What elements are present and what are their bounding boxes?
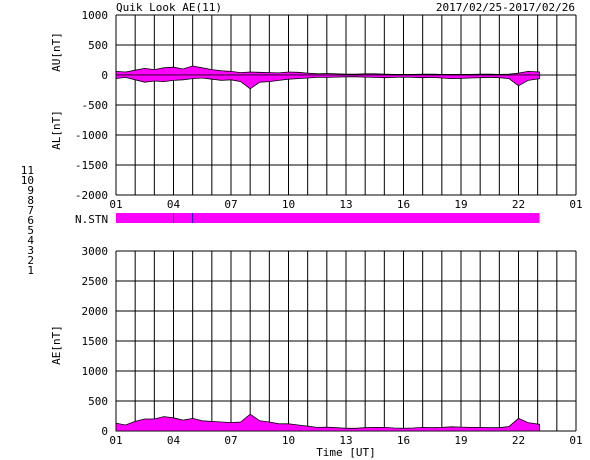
y-tick-label: 1000 bbox=[82, 9, 109, 22]
x-tick-label: 19 bbox=[454, 434, 467, 447]
station-number-label: 11 bbox=[21, 164, 34, 177]
data-area-series bbox=[115, 74, 540, 90]
nstn-label: N.STN bbox=[75, 213, 108, 226]
station-number-label: 6 bbox=[27, 214, 34, 227]
y-tick-label: 1000 bbox=[82, 365, 109, 378]
x-tick-label: 22 bbox=[512, 434, 525, 447]
x-tick-label: 10 bbox=[282, 198, 295, 211]
nstn-bar-fill bbox=[116, 213, 540, 223]
y-tick-label: 0 bbox=[101, 425, 108, 438]
y-axis-label-al: AL[nT] bbox=[50, 110, 63, 150]
y-tick-label: 3000 bbox=[82, 245, 109, 258]
y-axis-label-ae: AE[nT] bbox=[50, 325, 63, 365]
x-tick-label: 01 bbox=[569, 434, 582, 447]
x-tick-label: 01 bbox=[109, 198, 122, 211]
station-number-label: 10 bbox=[21, 174, 34, 187]
y-tick-label: -2000 bbox=[75, 189, 108, 202]
x-tick-label: 07 bbox=[224, 198, 237, 211]
station-count-bar bbox=[116, 213, 540, 223]
x-tick-label: 04 bbox=[167, 198, 181, 211]
x-tick-label: 22 bbox=[512, 198, 525, 211]
x-tick-label: 04 bbox=[167, 434, 181, 447]
x-tick-label: 01 bbox=[569, 198, 582, 211]
station-number-label: 9 bbox=[27, 184, 34, 197]
data-area-series bbox=[115, 413, 540, 432]
x-tick-label: 13 bbox=[339, 434, 352, 447]
x-tick-label: 16 bbox=[397, 434, 410, 447]
x-tick-label: 19 bbox=[454, 198, 467, 211]
y-axis-label-au: AU[nT] bbox=[50, 32, 63, 72]
station-number-label: 2 bbox=[27, 254, 34, 267]
station-number-label: 5 bbox=[27, 224, 34, 237]
x-tick-label: 07 bbox=[224, 434, 237, 447]
y-tick-label: 500 bbox=[88, 395, 108, 408]
y-tick-label: 500 bbox=[88, 39, 108, 52]
date-range: 2017/02/25-2017/02/26 bbox=[436, 1, 575, 14]
station-number-label: 1 bbox=[27, 264, 34, 277]
station-number-label: 3 bbox=[27, 244, 34, 257]
y-tick-label: -1000 bbox=[75, 129, 108, 142]
y-tick-label: -500 bbox=[82, 99, 109, 112]
station-number-label: 4 bbox=[27, 234, 34, 247]
y-tick-label: -1500 bbox=[75, 159, 108, 172]
y-tick-label: 2500 bbox=[82, 275, 109, 288]
station-number-label: 8 bbox=[27, 194, 34, 207]
y-tick-label: 0 bbox=[101, 69, 108, 82]
chart-title: Quik Look AE(11) bbox=[116, 1, 222, 14]
y-tick-label: 1500 bbox=[82, 335, 109, 348]
y-tick-label: 2000 bbox=[82, 305, 109, 318]
x-tick-label: 16 bbox=[397, 198, 410, 211]
x-tick-label: 10 bbox=[282, 434, 295, 447]
x-axis-label: Time [UT] bbox=[316, 446, 376, 459]
x-tick-label: 13 bbox=[339, 198, 352, 211]
data-area-series bbox=[115, 65, 540, 76]
station-number-label: 7 bbox=[27, 204, 34, 217]
x-tick-label: 01 bbox=[109, 434, 122, 447]
